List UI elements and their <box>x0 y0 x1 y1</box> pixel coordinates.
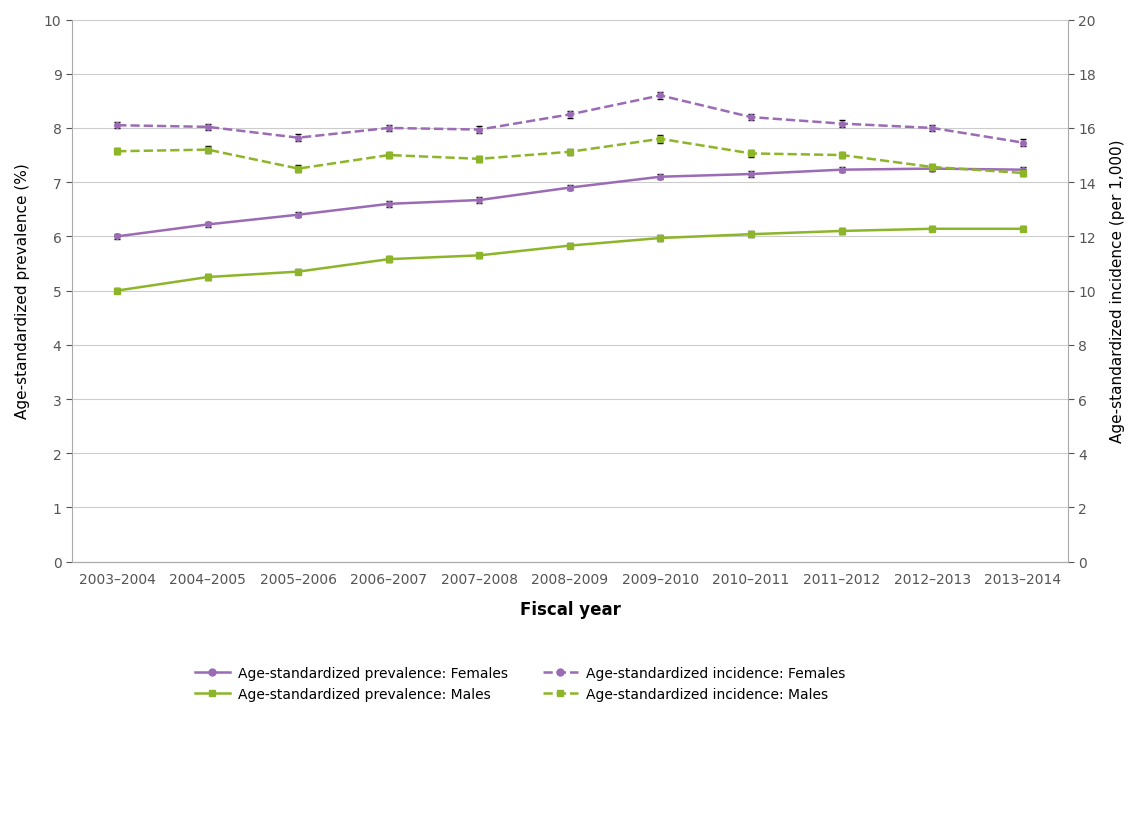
Legend: Age-standardized prevalence: Females, Age-standardized prevalence: Males, Age-st: Age-standardized prevalence: Females, Ag… <box>189 661 850 707</box>
Y-axis label: Age-standardized prevalence (%): Age-standardized prevalence (%) <box>15 164 30 419</box>
X-axis label: Fiscal year: Fiscal year <box>520 600 620 618</box>
Y-axis label: Age-standardized incidence (per 1,000): Age-standardized incidence (per 1,000) <box>1110 140 1125 443</box>
